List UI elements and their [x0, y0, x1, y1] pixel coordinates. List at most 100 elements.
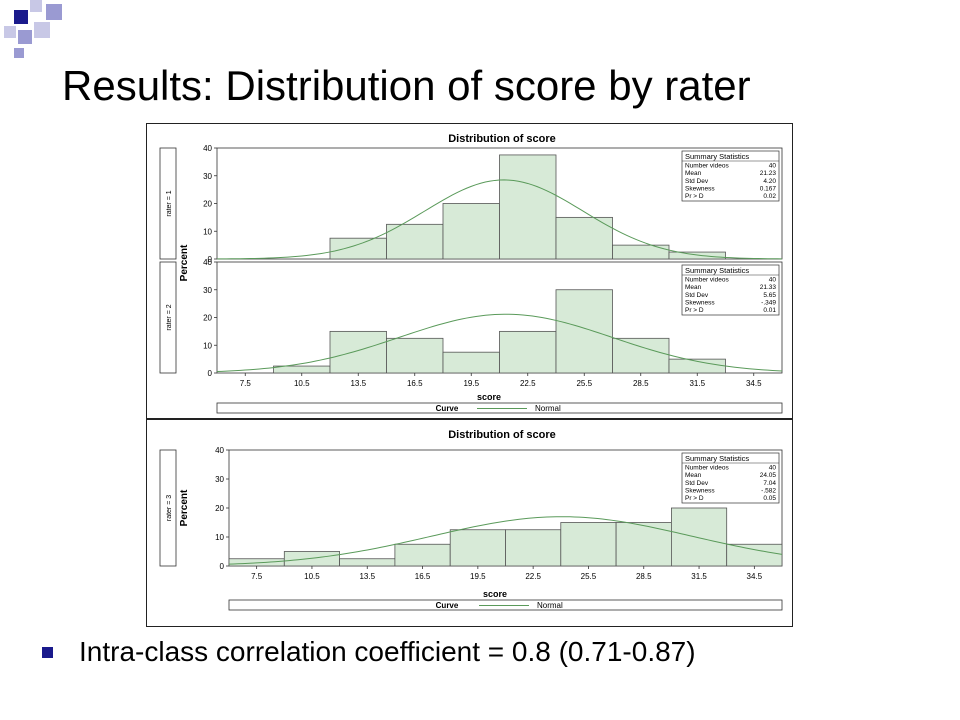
summary-stat-label: Skewness — [685, 185, 715, 192]
y-tick-label: 20 — [203, 314, 212, 323]
x-tick-label: 10.5 — [304, 572, 320, 581]
x-tick-label: 31.5 — [691, 572, 707, 581]
y-axis-label: Percent — [179, 244, 190, 281]
y-tick-label: 30 — [203, 172, 212, 181]
legend-label: Curve — [436, 601, 459, 610]
group-strip — [159, 449, 177, 567]
x-tick-label: 28.5 — [636, 572, 652, 581]
summary-statistics-box — [681, 452, 780, 504]
y-tick-label: 0 — [208, 255, 213, 264]
x-tick-label: 16.5 — [407, 379, 423, 388]
histogram-bar — [386, 223, 444, 260]
histogram-bar — [442, 203, 500, 260]
summary-stat-value: 40 — [769, 163, 777, 170]
histogram-bar — [615, 522, 672, 567]
histogram-bar — [612, 244, 670, 260]
histogram-panel: rater = 3 0 10 20 30 40 7.5 10.5 13.5 16.5 19.5 22.… — [159, 446, 783, 581]
histogram-bar — [273, 365, 331, 374]
bullet-text: Intra-class correlation coefficient = 0.… — [79, 636, 696, 667]
y-tick-label: 10 — [203, 227, 212, 236]
histogram-bar — [449, 529, 506, 567]
x-tick-label: 22.5 — [520, 379, 536, 388]
x-tick-label: 34.5 — [746, 379, 762, 388]
summary-stat-label: Pr > D — [685, 307, 704, 314]
summary-stat-label: Number videos — [685, 277, 729, 284]
histogram-bar — [499, 154, 557, 260]
corner-square-mid — [46, 4, 62, 20]
corner-square-light — [4, 26, 16, 38]
figure-title: Distribution of score — [448, 429, 556, 441]
summary-statistics-box — [681, 150, 780, 202]
histogram-bar — [560, 522, 617, 567]
normal-curve-line — [228, 516, 783, 565]
histogram-bar — [228, 558, 285, 567]
summary-statistics-header: Summary Statistics — [685, 266, 749, 275]
y-tick-label: 20 — [203, 200, 212, 209]
y-tick-label: 0 — [208, 369, 213, 378]
summary-stat-value: 40 — [769, 465, 777, 472]
x-axis-label: score — [477, 392, 501, 402]
y-tick-label: 40 — [215, 446, 224, 455]
summary-stat-label: Std Dev — [685, 178, 709, 185]
x-tick-label: 10.5 — [294, 379, 310, 388]
histogram-bar — [668, 251, 726, 260]
group-label: rater = 1 — [166, 190, 173, 216]
summary-statistics-header: Summary Statistics — [685, 454, 749, 463]
x-tick-label: 16.5 — [415, 572, 431, 581]
x-tick-label: 19.5 — [463, 379, 479, 388]
summary-stat-label: Pr > D — [685, 495, 704, 502]
histogram-svg-bottom: Distribution of score score Curve Normal… — [159, 429, 783, 611]
summary-stat-value: -.349 — [761, 299, 776, 306]
y-axis-label: Percent — [179, 489, 190, 526]
histogram-bar — [329, 237, 387, 260]
histogram-bar — [386, 337, 444, 374]
legend-label: Curve — [436, 404, 459, 413]
summary-stat-label: Pr > D — [685, 193, 704, 200]
y-tick-label: 40 — [203, 144, 212, 153]
group-label: rater = 3 — [166, 495, 173, 521]
summary-stat-value: 0.02 — [763, 193, 776, 200]
group-label: rater = 2 — [166, 304, 173, 330]
histogram-panel: rater = 1 0 10 20 30 40 Summary Statistics Numb… — [159, 144, 783, 264]
group-strip — [159, 147, 177, 260]
histogram-figure-bottom: Distribution of score score Curve Normal… — [146, 419, 793, 627]
summary-stat-value: 0.05 — [763, 495, 776, 502]
corner-square-mid — [18, 30, 32, 44]
x-tick-label: 22.5 — [525, 572, 541, 581]
x-tick-label: 31.5 — [689, 379, 705, 388]
x-tick-label: 13.5 — [359, 572, 375, 581]
x-axis-label: score — [483, 589, 507, 599]
summary-stat-value: 21.33 — [760, 284, 777, 291]
legend: Curve Normal — [228, 599, 783, 611]
histogram-bar — [394, 543, 451, 567]
histogram-bar — [505, 529, 562, 567]
summary-stat-label: Mean — [685, 170, 702, 177]
normal-curve-line — [216, 313, 783, 373]
corner-square-mid — [14, 48, 24, 58]
histogram-svg-top: Distribution of score Percent score Curv… — [159, 133, 783, 414]
summary-stat-label: Std Dev — [685, 292, 709, 299]
bullet-square-icon — [42, 646, 53, 658]
histogram-panel: rater = 2 0 10 20 30 40 7.5 10.5 13.5 16.5 19.5 22.… — [159, 258, 783, 388]
summary-stat-value: -.582 — [761, 487, 776, 494]
histogram-bar — [442, 351, 500, 374]
x-tick-label: 28.5 — [633, 379, 649, 388]
bullet-item: Intra-class correlation coefficient = 0.… — [42, 636, 696, 668]
corner-square-light — [34, 22, 50, 38]
x-tick-label: 13.5 — [350, 379, 366, 388]
histogram-bar — [555, 216, 613, 260]
summary-stat-label: Number videos — [685, 163, 729, 170]
x-tick-label: 25.5 — [576, 379, 592, 388]
summary-stat-value: 0.01 — [763, 307, 776, 314]
summary-stat-label: Skewness — [685, 487, 715, 494]
slide-title: Results: Distribution of score by rater — [62, 62, 751, 109]
legend: Curve Normal — [216, 402, 783, 414]
y-tick-label: 10 — [203, 341, 212, 350]
summary-stat-label: Skewness — [685, 299, 715, 306]
legend-entry: Normal — [537, 601, 563, 610]
summary-stat-label: Mean — [685, 284, 702, 291]
histogram-bar — [555, 289, 613, 374]
figure-title: Distribution of score — [448, 133, 556, 145]
y-tick-label: 30 — [203, 286, 212, 295]
summary-stat-label: Number videos — [685, 465, 729, 472]
